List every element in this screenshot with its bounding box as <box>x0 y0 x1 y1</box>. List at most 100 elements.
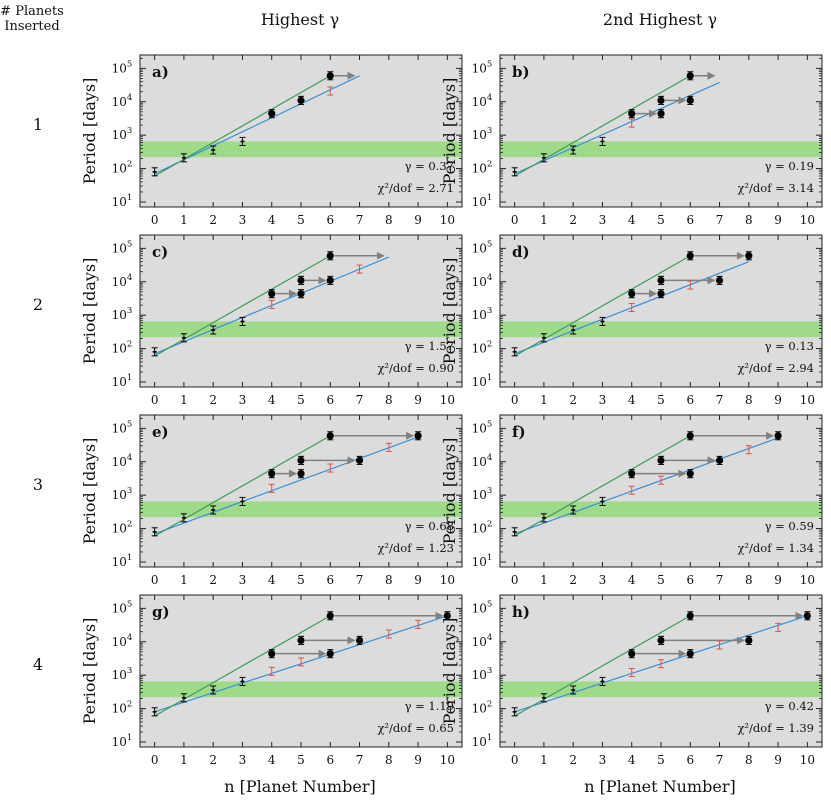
observed-point <box>268 470 276 478</box>
x-tick-label: 0 <box>511 753 519 767</box>
y-tick-label: 103 <box>472 666 493 682</box>
gamma-value: γ = 0.37 <box>405 159 454 173</box>
gamma-value: γ = 1.19 <box>405 699 454 713</box>
chi2-value: χ²/dof = 0.65 <box>377 721 454 735</box>
y-tick-label: 102 <box>472 700 493 716</box>
x-tick-label: 1 <box>180 573 188 587</box>
y-tick-label: 101 <box>112 553 133 569</box>
x-tick-label: 0 <box>151 393 159 407</box>
y-tick-label: 104 <box>112 453 133 469</box>
y-tick-label: 105 <box>472 59 493 75</box>
x-tick-label: 6 <box>326 393 334 407</box>
observed-point <box>326 650 334 658</box>
observed-point <box>443 612 451 620</box>
x-tick-label: 8 <box>745 573 753 587</box>
x-tick-label: 9 <box>414 573 422 587</box>
panel-background <box>140 595 462 747</box>
x-tick-label: 0 <box>151 753 159 767</box>
y-tick-label: 103 <box>112 306 133 322</box>
x-tick-label: 0 <box>511 213 519 227</box>
x-tick-label: 7 <box>356 573 364 587</box>
x-tick-label: 3 <box>599 573 607 587</box>
x-tick-label: 6 <box>326 753 334 767</box>
x-tick-label: 3 <box>599 393 607 407</box>
x-tick-label: 7 <box>716 573 724 587</box>
observed-point <box>181 157 186 159</box>
x-tick-label: 10 <box>800 753 815 767</box>
observed-point <box>297 636 305 644</box>
column-header-second-highest: 2nd Highest γ <box>603 10 717 29</box>
observed-point <box>686 72 694 80</box>
observed-point <box>541 157 546 159</box>
x-tick-label: 8 <box>745 393 753 407</box>
x-axis-title-right: n [Planet Number] <box>584 777 735 796</box>
y-tick-label: 105 <box>112 419 133 435</box>
x-tick-label: 10 <box>800 213 815 227</box>
observed-point <box>541 517 546 519</box>
x-tick-label: 7 <box>716 213 724 227</box>
observed-point <box>326 612 334 620</box>
observed-point <box>414 432 422 440</box>
panel-background <box>140 55 462 207</box>
chi2-value: χ²/dof = 1.23 <box>377 541 454 555</box>
x-tick-label: 0 <box>151 573 159 587</box>
x-tick-label: 2 <box>209 573 217 587</box>
y-tick-label: 104 <box>472 273 493 289</box>
observed-point <box>600 320 605 323</box>
y-tick-label: 103 <box>112 126 133 142</box>
panel-d: 0 1 2 3 4 5 6 7 8 9 10 101 102 103 104 105 Period [days]… <box>440 234 823 407</box>
y-tick-label: 105 <box>112 599 133 615</box>
x-tick-label: 4 <box>268 213 276 227</box>
y-tick-label: 104 <box>112 273 133 289</box>
observed-point <box>512 531 517 533</box>
observed-point <box>541 337 546 339</box>
y-tick-label: 105 <box>112 239 133 255</box>
x-axis-title-left: n [Planet Number] <box>224 777 375 796</box>
observed-point <box>657 456 665 464</box>
y-tick-label: 103 <box>472 486 493 502</box>
x-tick-label: 1 <box>180 753 188 767</box>
x-tick-label: 1 <box>540 753 548 767</box>
observed-point <box>686 96 694 104</box>
x-tick-label: 3 <box>239 213 247 227</box>
x-tick-label: 2 <box>569 573 577 587</box>
x-tick-label: 4 <box>268 753 276 767</box>
observed-point <box>181 517 186 519</box>
gamma-value: γ = 0.59 <box>765 519 814 533</box>
x-tick-label: 4 <box>628 753 636 767</box>
panel-c: 0 1 2 3 4 5 6 7 8 9 10 101 102 103 104 105 Period [days]… <box>80 234 463 407</box>
observed-point <box>240 320 245 323</box>
observed-point <box>803 612 811 620</box>
observed-point <box>571 689 576 691</box>
y-tick-label: 101 <box>112 733 133 749</box>
x-tick-label: 6 <box>326 573 334 587</box>
fit-line-blue <box>154 75 360 175</box>
x-tick-label: 8 <box>745 213 753 227</box>
observed-point <box>240 680 245 683</box>
panel-background <box>500 595 822 747</box>
panel-a: 0 1 2 3 4 5 6 7 8 9 10 101 102 103 104 105 Period [days]… <box>80 54 463 227</box>
observed-point <box>774 432 782 440</box>
y-tick-label: 103 <box>472 306 493 322</box>
x-tick-label: 7 <box>356 393 364 407</box>
observed-point <box>326 432 334 440</box>
row-label-4: 4 <box>33 655 43 674</box>
habitable-zone-band <box>500 321 822 338</box>
x-tick-label: 3 <box>239 753 247 767</box>
x-tick-label: 7 <box>716 753 724 767</box>
x-tick-label: 7 <box>716 393 724 407</box>
observed-point <box>297 456 305 464</box>
observed-point <box>211 329 216 331</box>
observed-point <box>512 711 517 713</box>
observed-point <box>355 636 364 644</box>
y-tick-label: 105 <box>472 239 493 255</box>
chi2-value: χ²/dof = 2.94 <box>737 361 814 375</box>
observed-point <box>512 171 517 173</box>
observed-point <box>326 276 334 284</box>
y-tick-label: 102 <box>472 340 493 356</box>
x-tick-label: 8 <box>385 213 393 227</box>
observed-point <box>715 276 724 284</box>
x-tick-label: 10 <box>440 753 455 767</box>
x-tick-label: 1 <box>540 213 548 227</box>
observed-point <box>600 140 605 143</box>
